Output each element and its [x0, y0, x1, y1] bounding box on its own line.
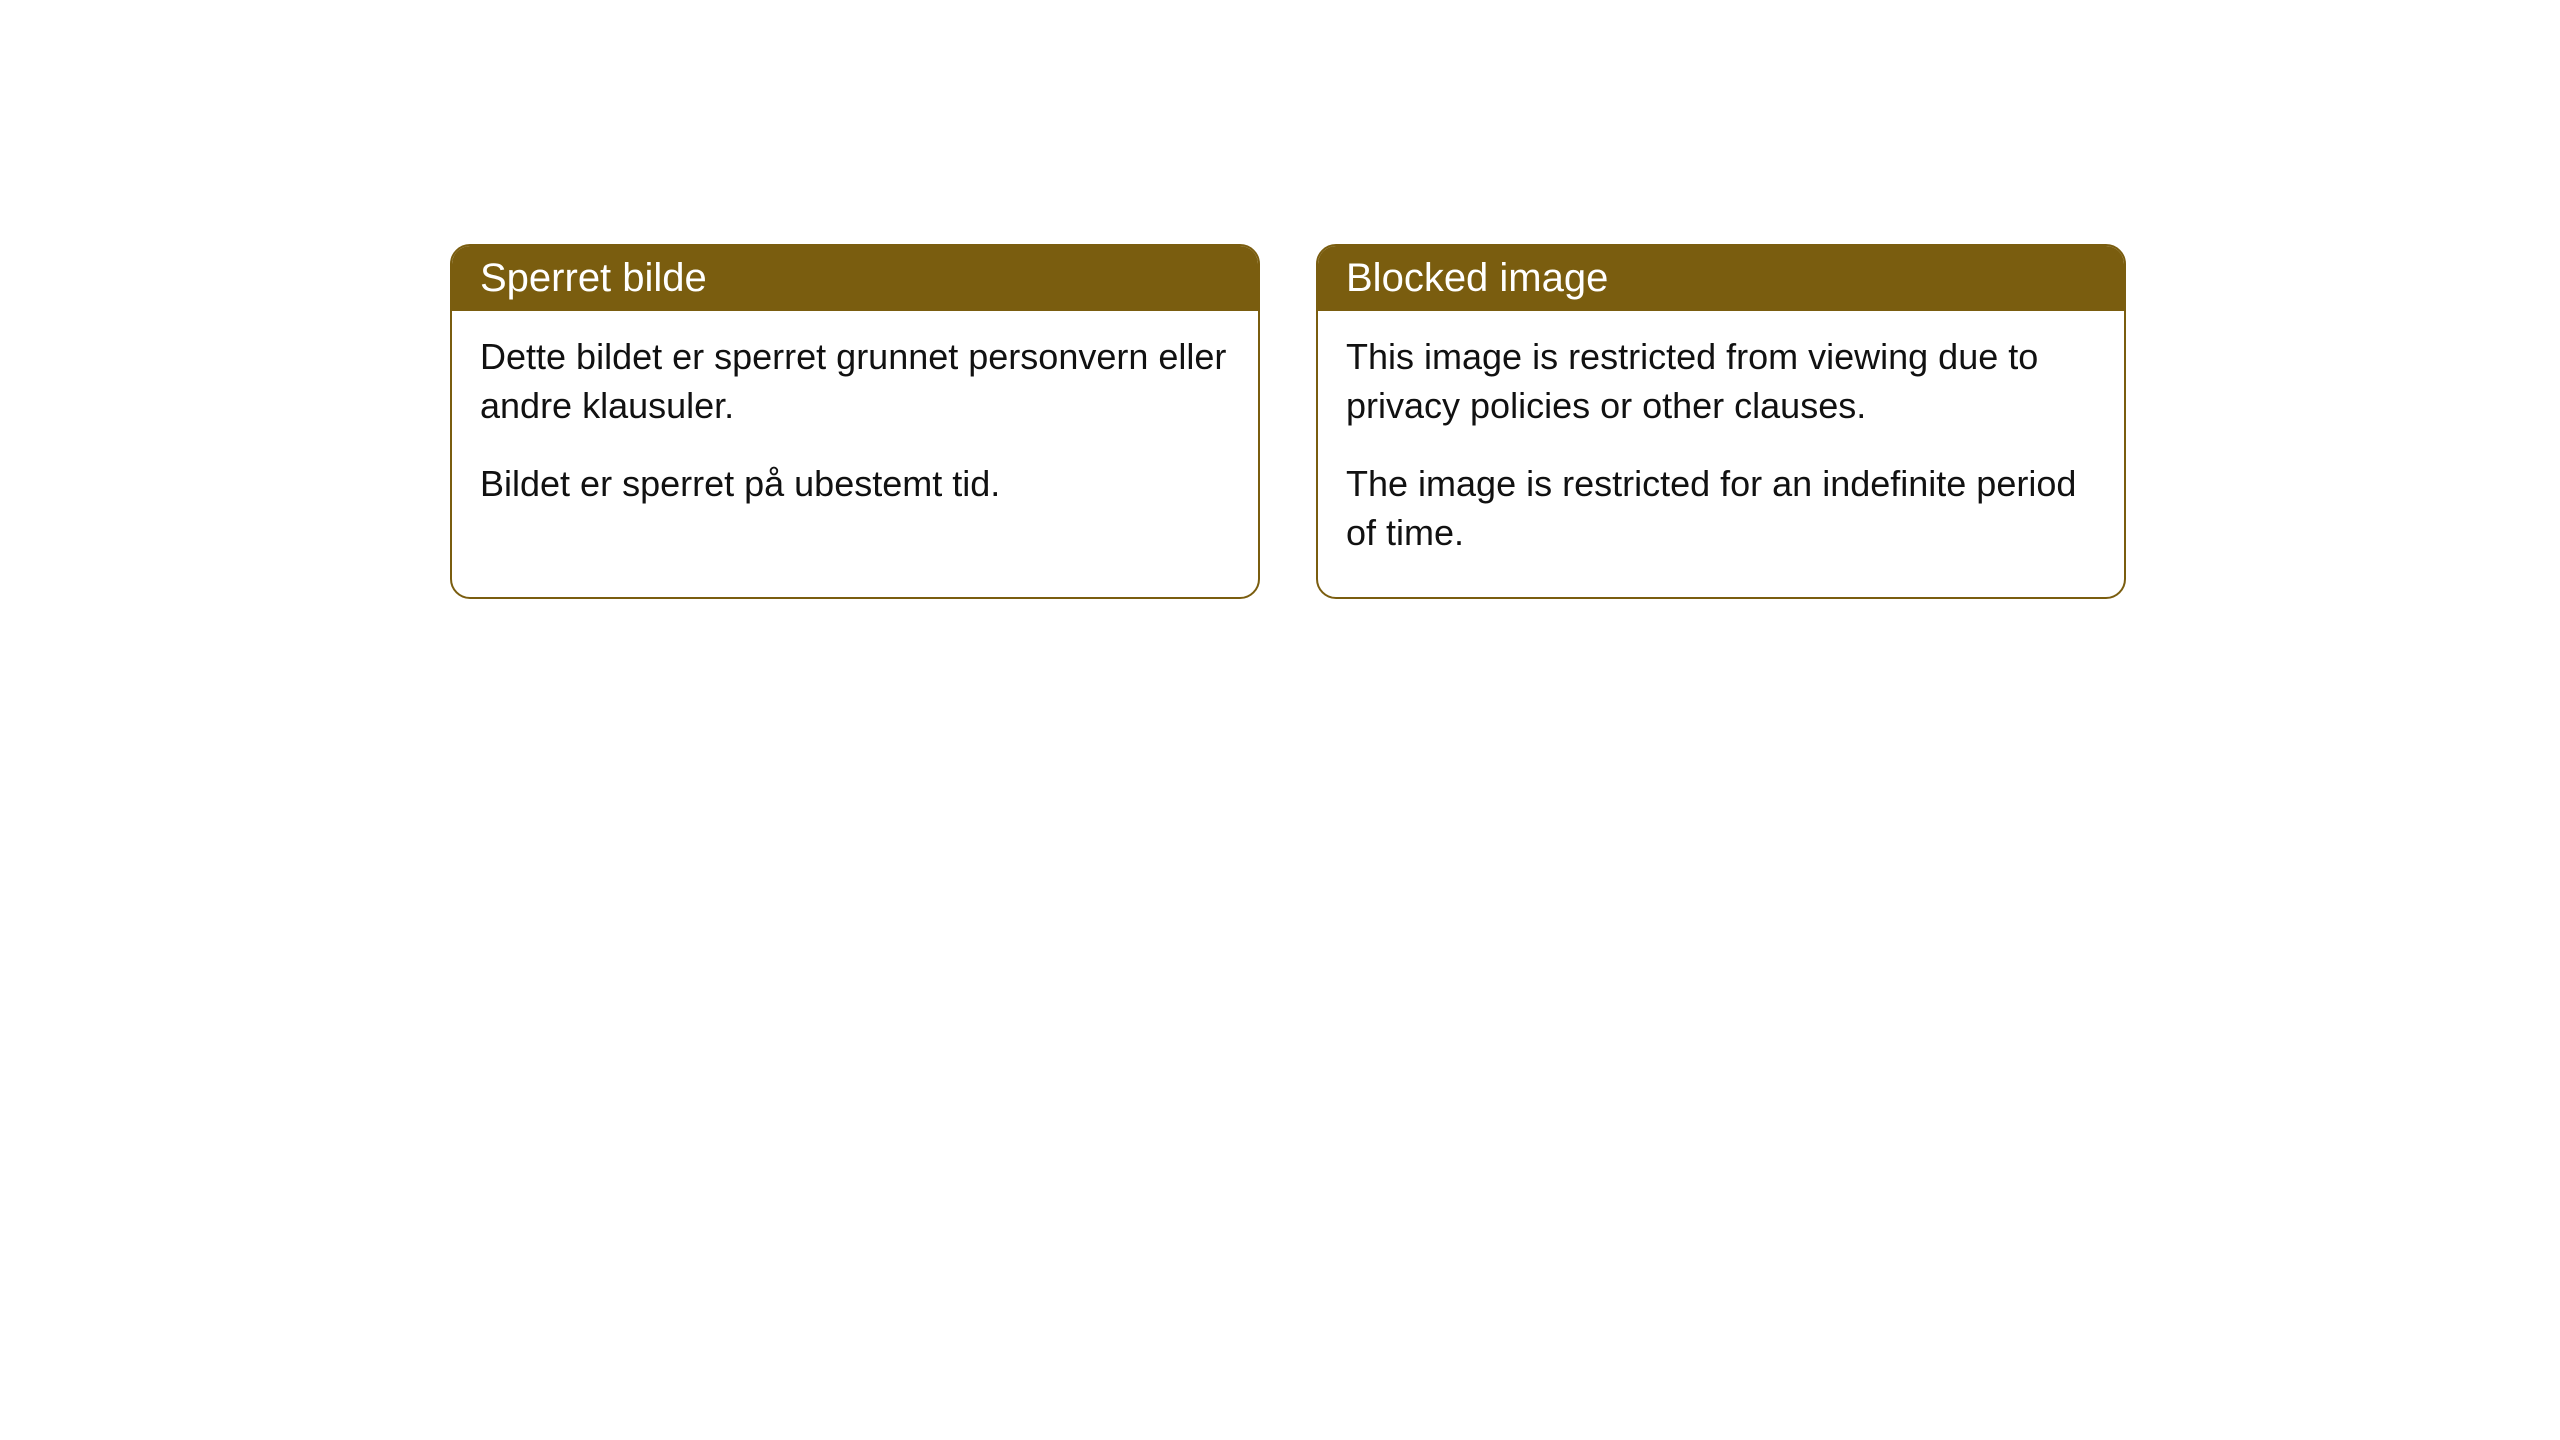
- notice-card-english: Blocked image This image is restricted f…: [1316, 244, 2126, 599]
- card-body: Dette bildet er sperret grunnet personve…: [452, 311, 1258, 549]
- card-paragraph: Dette bildet er sperret grunnet personve…: [480, 333, 1230, 430]
- notice-card-norwegian: Sperret bilde Dette bildet er sperret gr…: [450, 244, 1260, 599]
- card-title: Blocked image: [1346, 256, 1608, 300]
- card-body: This image is restricted from viewing du…: [1318, 311, 2124, 597]
- card-title: Sperret bilde: [480, 256, 707, 300]
- cards-container: Sperret bilde Dette bildet er sperret gr…: [450, 244, 2126, 599]
- card-paragraph: Bildet er sperret på ubestemt tid.: [480, 460, 1230, 509]
- card-header: Sperret bilde: [452, 246, 1258, 311]
- card-paragraph: The image is restricted for an indefinit…: [1346, 460, 2096, 557]
- card-header: Blocked image: [1318, 246, 2124, 311]
- card-paragraph: This image is restricted from viewing du…: [1346, 333, 2096, 430]
